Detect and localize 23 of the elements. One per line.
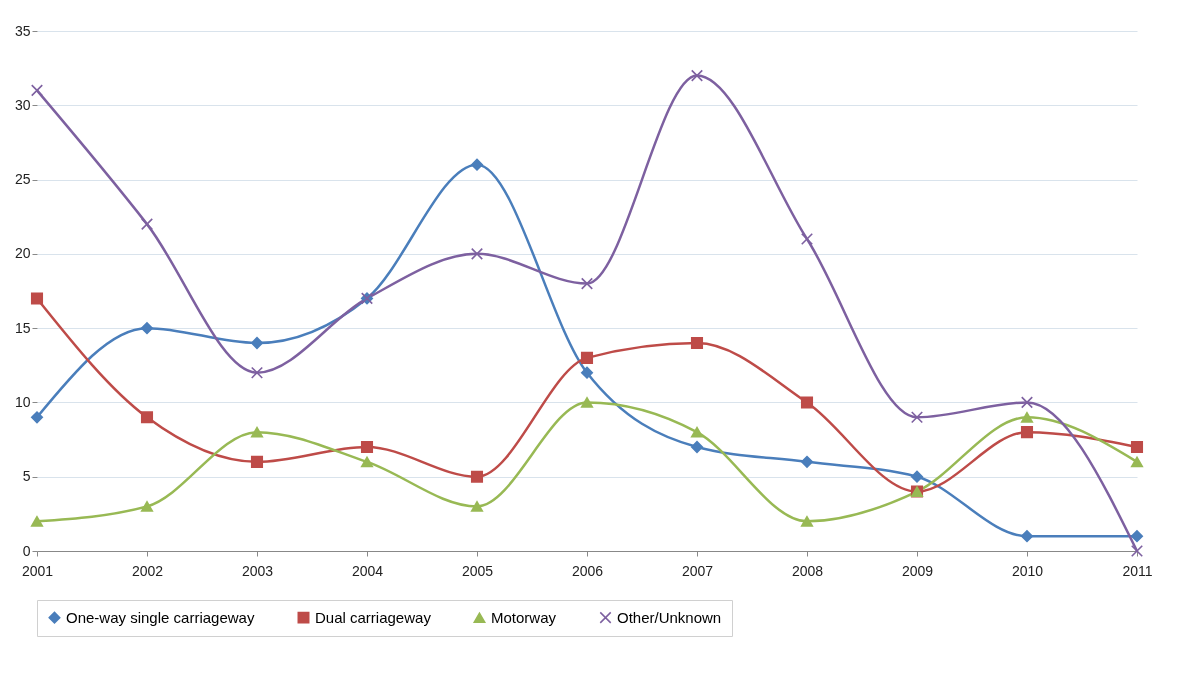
- y-tick-label: 15: [14, 319, 31, 336]
- legend-label: Other/Unknown: [617, 608, 722, 626]
- y-tick-label: 30: [14, 96, 31, 113]
- x-tick-label: 2011: [1122, 562, 1153, 579]
- y-tick-label: 25: [14, 171, 31, 188]
- x-tick-label: 2008: [791, 562, 824, 579]
- legend-label: One-way single carriageway: [66, 608, 255, 626]
- x-tick-label: 2010: [1011, 562, 1044, 579]
- y-tick-label: 35: [14, 22, 31, 39]
- x-tick-label: 2001: [21, 562, 54, 579]
- y-tick-label: 0: [22, 542, 31, 559]
- x-tick-label: 2002: [131, 562, 164, 579]
- x-tick-label: 2007: [681, 562, 714, 579]
- y-tick-label: 20: [14, 245, 31, 262]
- x-tick-label: 2005: [461, 562, 494, 579]
- y-tick-label: 5: [22, 468, 31, 485]
- x-tick-label: 2009: [901, 562, 934, 579]
- x-tick-label: 2004: [351, 562, 384, 579]
- x-tick-label: 2006: [571, 562, 604, 579]
- x-tick-label: 2003: [241, 562, 274, 579]
- legend-label: Motorway: [491, 608, 557, 626]
- legend-label: Dual carriageway: [315, 608, 432, 626]
- y-tick-label: 10: [14, 393, 31, 410]
